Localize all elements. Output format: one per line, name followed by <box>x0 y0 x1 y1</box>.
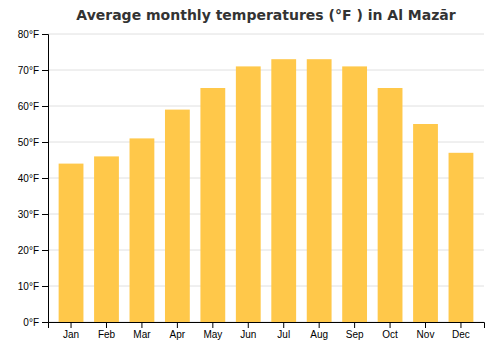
x-tick-label: Apr <box>170 329 186 340</box>
x-tick: Nov <box>417 322 435 340</box>
bar <box>378 88 403 322</box>
bar <box>413 124 438 322</box>
bar <box>449 153 474 322</box>
y-tick: 40°F <box>18 173 48 184</box>
y-tick-label: 70°F <box>18 65 39 76</box>
x-tick-mark <box>212 322 213 328</box>
x-tick-label: Nov <box>417 329 435 340</box>
x-tick-mark <box>177 322 178 328</box>
x-tick-mark <box>319 322 320 328</box>
chart-svg: 0°F 10°F 20°F 30°F 40°F 50°F 60°F 70°F 80°F Jan Fe… <box>0 0 500 350</box>
y-tick-label: 50°F <box>18 137 39 148</box>
x-tick-mark <box>71 322 72 328</box>
y-tick: 0°F <box>23 317 48 328</box>
x-tick: May <box>203 322 222 340</box>
bar <box>342 66 367 322</box>
y-tick-label: 20°F <box>18 245 39 256</box>
grid <box>48 34 484 322</box>
y-tick-label: 60°F <box>18 101 39 112</box>
x-tick-mark <box>141 322 142 328</box>
y-tick-mark <box>42 106 48 107</box>
bar <box>307 59 332 322</box>
y-tick-mark <box>42 322 48 323</box>
grid-line <box>48 34 484 35</box>
x-tick-label: Aug <box>310 329 328 340</box>
x-tick: Feb <box>98 322 116 340</box>
x-tick-label: Jul <box>277 329 290 340</box>
chart-title: Average monthly temperatures (°F ) in Al… <box>76 7 455 23</box>
y-tick: 20°F <box>18 245 48 256</box>
x-tick-label: Sep <box>346 329 364 340</box>
y-tick-mark <box>42 250 48 251</box>
x-tick-mark <box>283 322 284 328</box>
y-tick: 30°F <box>18 209 48 220</box>
bar <box>271 59 296 322</box>
y-tick-label: 30°F <box>18 209 39 220</box>
y-tick: 70°F <box>18 65 48 76</box>
y-tick-label: 80°F <box>18 29 39 40</box>
y-tick-mark <box>42 286 48 287</box>
y-tick: 60°F <box>18 101 48 112</box>
x-tick-mark <box>106 322 107 328</box>
x-tick: Jan <box>63 322 79 340</box>
x-tick-label: Feb <box>98 329 116 340</box>
y-tick-label: 0°F <box>23 317 39 328</box>
y-tick: 50°F <box>18 137 48 148</box>
x-axis: Jan Feb Mar Apr May Jun Jul Aug Sep Oct Nov Dec <box>49 322 485 340</box>
y-axis: 0°F 10°F 20°F 30°F 40°F 50°F 60°F 70°F 80°F <box>18 29 49 328</box>
x-tick: Apr <box>170 322 186 340</box>
plot-area: 0°F 10°F 20°F 30°F 40°F 50°F 60°F 70°F 80°F Jan Fe… <box>18 29 485 340</box>
y-tick-mark <box>42 214 48 215</box>
bar <box>94 156 119 322</box>
x-tick-label: Jun <box>240 329 256 340</box>
bar <box>165 110 190 322</box>
y-tick-mark <box>42 142 48 143</box>
x-tick-mark <box>460 322 461 328</box>
x-tick: Aug <box>310 322 328 340</box>
x-tick: Dec <box>452 322 470 340</box>
x-tick-mark <box>425 322 426 328</box>
x-tick-mark <box>248 322 249 328</box>
x-tick: Sep <box>346 322 364 340</box>
x-tick: Oct <box>382 322 398 340</box>
x-tick-mark <box>354 322 355 328</box>
x-tick-label: Oct <box>382 329 398 340</box>
x-tick-label: Dec <box>452 329 470 340</box>
y-tick-mark <box>42 178 48 179</box>
x-axis-line <box>49 323 485 329</box>
bar <box>200 88 225 322</box>
x-tick: Jun <box>240 322 256 340</box>
y-tick: 80°F <box>18 29 48 40</box>
y-tick-mark <box>42 34 48 35</box>
y-tick-label: 10°F <box>18 281 39 292</box>
y-tick-label: 40°F <box>18 173 39 184</box>
x-tick: Mar <box>133 322 151 340</box>
x-tick-mark <box>390 322 391 328</box>
bar <box>236 66 261 322</box>
x-tick-label: Jan <box>63 329 79 340</box>
x-tick-label: Mar <box>133 329 151 340</box>
x-tick: Jul <box>277 322 290 340</box>
bar <box>59 164 84 322</box>
bar <box>130 138 155 322</box>
grid-line <box>48 106 484 107</box>
chart-container: 0°F 10°F 20°F 30°F 40°F 50°F 60°F 70°F 80°F Jan Fe… <box>0 0 500 350</box>
y-tick: 10°F <box>18 281 48 292</box>
grid-line <box>48 70 484 71</box>
x-tick-label: May <box>203 329 222 340</box>
y-axis-line <box>42 35 49 323</box>
bars <box>59 59 474 322</box>
y-tick-mark <box>42 70 48 71</box>
